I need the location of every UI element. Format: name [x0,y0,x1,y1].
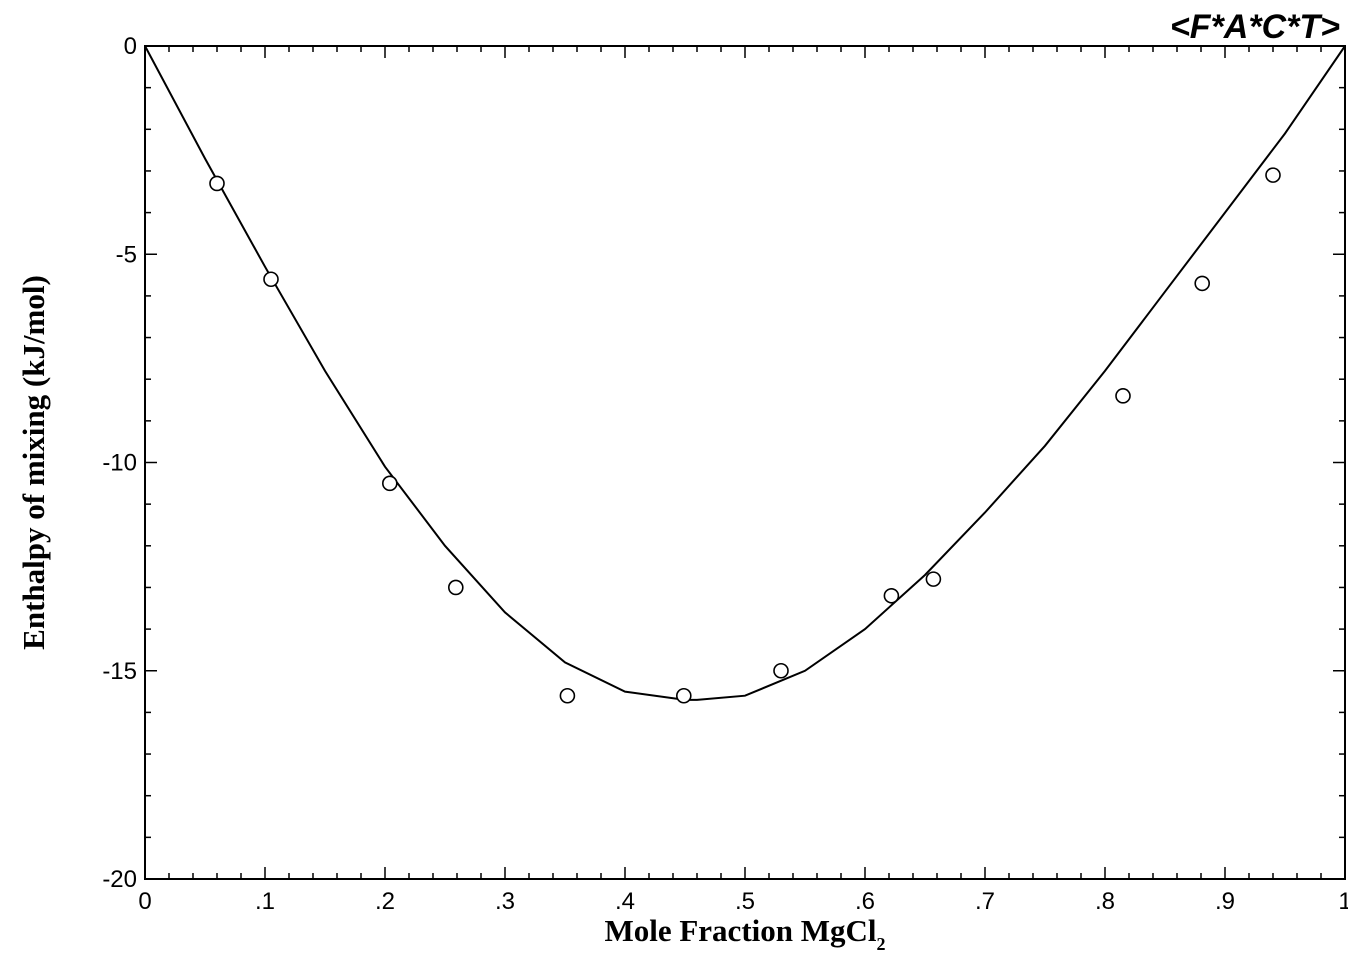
y-tick-label: 0 [124,33,137,60]
y-axis-title: Enthalpy of mixing (kJ/mol) [16,275,51,650]
data-point [381,475,398,492]
x-tick-label: .6 [855,888,875,915]
x-tick-label: .5 [735,888,755,915]
x-axis-title: Mole Fraction MgCl2 [604,913,885,954]
tick-marks [144,45,1346,880]
y-tick-label: -10 [102,450,137,477]
x-tick-label: .9 [1215,888,1235,915]
model-curve [144,45,1346,701]
data-point [1115,388,1131,404]
tick-labels: 0 .1 .2 .3 .4 .5 .6 .7 .8 .9 1 0 -5 -10 -15 -20 [102,33,1348,915]
y-tick-label: -15 [102,658,137,685]
data-point [263,271,279,288]
x-tick-label: .8 [1095,888,1115,915]
x-tick-label: .1 [255,888,275,915]
data-point [1265,167,1281,183]
fact-logo: <F*A*C*T> [1170,8,1340,46]
x-tick-label: .7 [975,888,995,915]
data-point [925,571,942,587]
y-tick-label: -5 [116,241,137,268]
data-point [447,579,464,596]
x-tick-label: 0 [138,888,151,915]
x-tick-label: .2 [375,888,395,915]
x-tick-label: 1 [1338,888,1348,915]
data-point [883,587,900,604]
x-tick-label: .4 [615,888,635,915]
experimental-points [209,167,1281,704]
plot-frame [144,45,1346,880]
data-point [1194,275,1210,292]
data-point [675,687,692,704]
x-tick-label: .3 [495,888,515,915]
y-tick-label: -20 [102,866,137,893]
data-point [559,687,576,704]
data-point [773,662,789,679]
data-point [209,175,225,192]
